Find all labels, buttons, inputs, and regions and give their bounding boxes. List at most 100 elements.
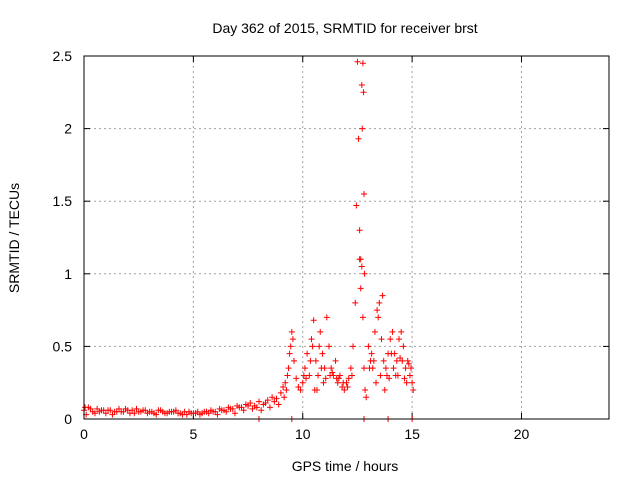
data-point [316, 343, 323, 350]
data-point [214, 411, 221, 418]
y-tick-label: 2.5 [53, 48, 73, 64]
data-point [361, 190, 367, 197]
data-point [282, 379, 289, 386]
data-point [409, 379, 416, 386]
data-point [288, 328, 295, 335]
data-point [408, 365, 415, 372]
data-point [365, 343, 372, 350]
data-point [91, 410, 98, 417]
data-point [359, 125, 366, 132]
data-point [280, 384, 287, 391]
data-point [269, 394, 276, 401]
x-tick-label: 10 [295, 426, 311, 442]
data-point [227, 405, 234, 412]
data-point [223, 408, 230, 415]
data-point [161, 410, 168, 417]
data-point [240, 407, 247, 414]
data-point [363, 394, 370, 401]
data-point [317, 328, 324, 335]
data-point [380, 357, 387, 364]
data-point [153, 411, 160, 418]
data-point [205, 410, 212, 417]
data-point [318, 365, 325, 372]
y-tick-label: 1.5 [53, 193, 73, 209]
data-point [375, 314, 382, 321]
data-point [293, 375, 300, 382]
data-point [301, 365, 308, 372]
data-point [322, 375, 329, 382]
data-point [300, 372, 307, 379]
data-point [357, 256, 364, 263]
data-point [286, 350, 293, 357]
data-point [196, 411, 203, 418]
data-point [386, 375, 393, 382]
data-point [344, 384, 351, 391]
data-point [304, 350, 311, 357]
data-point [405, 360, 412, 367]
data-point [231, 410, 238, 417]
y-tick-label: 2 [64, 121, 72, 137]
data-point [131, 410, 138, 417]
data-point [310, 317, 317, 324]
data-point [262, 400, 269, 407]
data-point [360, 89, 367, 96]
data-point [315, 372, 322, 379]
data-point [398, 328, 405, 335]
data-point [312, 357, 319, 364]
data-point [334, 379, 341, 386]
data-point [307, 357, 314, 364]
data-point [400, 343, 407, 350]
chart-title: Day 362 of 2015, SRMTID for receiver brs… [212, 20, 477, 36]
data-point [392, 372, 399, 379]
data-point [277, 389, 284, 396]
data-point [361, 270, 368, 277]
data-point [175, 410, 182, 417]
data-point [377, 372, 384, 379]
data-point [366, 365, 373, 372]
data-point [122, 405, 129, 412]
data-point [402, 365, 409, 372]
data-point [166, 408, 173, 415]
data-point [358, 82, 365, 89]
data-point [406, 372, 413, 379]
data-point [320, 379, 327, 386]
data-point [105, 407, 112, 414]
data-point [340, 379, 347, 386]
data-point [358, 263, 365, 270]
data-point [336, 372, 343, 379]
data-point [359, 314, 366, 321]
data-point [144, 410, 151, 417]
y-axis-label: SRMTID / TECUs [6, 183, 22, 293]
data-point [357, 285, 364, 292]
data-point [345, 375, 352, 382]
data-point [341, 386, 348, 393]
data-point [387, 336, 394, 343]
data-points [81, 58, 417, 422]
data-point [306, 372, 313, 379]
data-point [401, 375, 408, 382]
data-point [352, 299, 359, 306]
data-point [350, 343, 357, 350]
plot-frame [83, 55, 610, 420]
data-point [368, 350, 375, 357]
data-point [291, 357, 297, 364]
data-point [299, 379, 306, 386]
x-axis-label: GPS time / hours [292, 458, 399, 474]
data-point [245, 402, 252, 409]
data-point [373, 379, 380, 386]
y-tick-label: 0.5 [53, 338, 73, 354]
data-point [148, 408, 155, 415]
data-point [323, 314, 330, 321]
data-point [403, 379, 410, 386]
data-point [388, 350, 395, 357]
y-tick-label: 0 [64, 411, 72, 427]
data-point [287, 343, 294, 350]
data-point [275, 401, 282, 408]
data-point [328, 365, 335, 372]
data-point [376, 299, 383, 306]
data-point [356, 227, 363, 234]
data-point [253, 404, 260, 411]
data-point [393, 357, 400, 364]
